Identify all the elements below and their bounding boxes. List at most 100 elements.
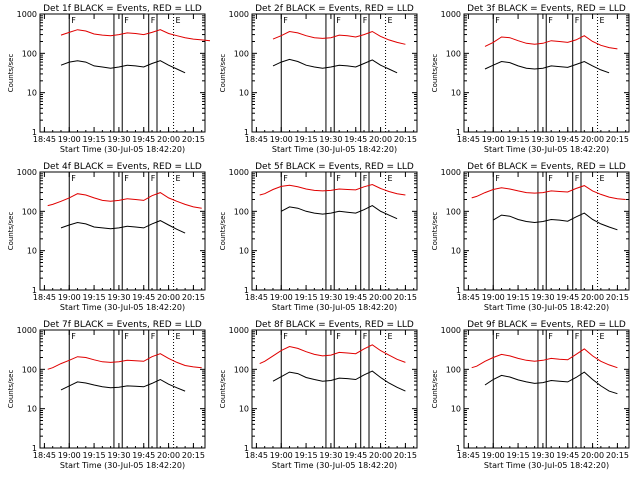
y-tick-label: 10 (27, 89, 37, 98)
x-tick-label: 19:15 (507, 451, 530, 460)
x-tick-label: 18:45 (33, 293, 56, 302)
marker-label: F (548, 174, 553, 183)
y-tick-label: 1000 (441, 10, 461, 19)
x-axis-label: Start Time (30-Jul-05 18:42:20) (484, 303, 609, 312)
marker-label: F (151, 16, 156, 25)
marker-label: F (575, 174, 580, 183)
y-tick-label: 10 (451, 247, 461, 256)
marker-label: E (600, 16, 605, 25)
y-tick-label: 1 (32, 444, 37, 453)
series-line-events (60, 378, 186, 392)
x-tick-label: 20:00 (581, 135, 604, 144)
chart-title: Det 5f BLACK = Events, RED = LLD (255, 162, 414, 172)
y-tick-label: 100 (234, 207, 249, 216)
x-tick-label: 20:15 (394, 135, 417, 144)
x-tick-label: 19:15 (507, 293, 530, 302)
series-line-lld (259, 344, 406, 365)
x-axis-label: Start Time (30-Jul-05 18:42:20) (272, 461, 397, 470)
x-tick-label: 19:30 (319, 135, 342, 144)
x-tick-label: 20:15 (394, 293, 417, 302)
marker-label: F (575, 332, 580, 341)
marker-label: F (151, 174, 156, 183)
x-tick-label: 19:15 (507, 135, 530, 144)
y-tick-label: 1000 (229, 168, 249, 177)
marker-label: F (71, 174, 76, 183)
x-tick-label: 20:00 (369, 451, 392, 460)
marker-label: F (336, 16, 341, 25)
series-line-lld (259, 183, 406, 196)
x-tick-label: 19:15 (295, 451, 318, 460)
y-tick-label: 1 (244, 286, 249, 295)
y-axis-label: Counts/sec (7, 54, 15, 93)
marker-label: E (388, 174, 393, 183)
marker-label: F (124, 16, 129, 25)
y-axis-label: Counts/sec (219, 370, 227, 409)
y-tick-label: 1 (244, 128, 249, 137)
series-line-events (60, 60, 186, 74)
x-tick-label: 18:45 (457, 293, 480, 302)
x-tick-label: 19:15 (295, 293, 318, 302)
y-tick-label: 100 (446, 365, 461, 374)
x-tick-label: 19:00 (482, 451, 505, 460)
x-tick-label: 20:00 (157, 451, 180, 460)
series-line-events (272, 370, 406, 392)
y-axis-label: Counts/sec (219, 54, 227, 93)
marker-label: F (151, 332, 156, 341)
x-tick-label: 18:45 (245, 293, 268, 302)
marker-label: F (71, 332, 76, 341)
y-tick-label: 100 (446, 207, 461, 216)
x-tick-label: 19:30 (531, 293, 554, 302)
x-tick-label: 19:45 (132, 451, 155, 460)
x-tick-label: 19:15 (83, 135, 106, 144)
y-tick-label: 100 (234, 365, 249, 374)
x-tick-label: 20:15 (182, 135, 205, 144)
series-line-lld (484, 35, 618, 50)
x-tick-label: 20:00 (581, 293, 604, 302)
y-tick-label: 1 (244, 444, 249, 453)
series-line-events (60, 220, 186, 234)
x-tick-label: 18:45 (457, 135, 480, 144)
y-tick-label: 1 (32, 286, 37, 295)
marker-label: F (363, 16, 368, 25)
x-tick-label: 19:00 (482, 135, 505, 144)
marker-label: E (176, 332, 181, 341)
marker-label: E (388, 332, 393, 341)
y-tick-label: 1000 (441, 168, 461, 177)
x-tick-label: 19:30 (531, 135, 554, 144)
x-tick-label: 20:15 (606, 293, 629, 302)
y-tick-label: 10 (27, 247, 37, 256)
y-tick-label: 10 (451, 89, 461, 98)
chart-title: Det 8f BLACK = Events, RED = LLD (255, 320, 414, 330)
x-axis-label: Start Time (30-Jul-05 18:42:20) (272, 145, 397, 154)
x-tick-label: 20:15 (394, 451, 417, 460)
chart-title: Det 7f BLACK = Events, RED = LLD (43, 320, 202, 330)
chart-title: Det 6f BLACK = Events, RED = LLD (467, 162, 626, 172)
y-axis-label: Counts/sec (219, 212, 227, 251)
y-tick-label: 1000 (17, 10, 37, 19)
y-tick-label: 10 (451, 405, 461, 414)
series-line-lld (471, 185, 626, 200)
chart-title: Det 9f BLACK = Events, RED = LLD (467, 320, 626, 330)
series-line-events (484, 60, 610, 74)
series-line-events (272, 58, 398, 74)
x-tick-label: 20:00 (369, 135, 392, 144)
x-tick-label: 18:45 (245, 451, 268, 460)
x-tick-label: 20:15 (182, 293, 205, 302)
y-tick-label: 100 (446, 49, 461, 58)
marker-label: F (495, 16, 500, 25)
x-tick-label: 19:00 (58, 293, 81, 302)
x-tick-label: 19:30 (319, 293, 342, 302)
chart-title: Det 1f BLACK = Events, RED = LLD (43, 4, 202, 14)
x-tick-label: 19:00 (58, 135, 81, 144)
x-tick-label: 18:45 (245, 135, 268, 144)
y-tick-label: 1000 (17, 326, 37, 335)
y-tick-label: 1000 (17, 168, 37, 177)
marker-label: F (363, 174, 368, 183)
marker-label: F (548, 332, 553, 341)
y-tick-label: 1 (456, 444, 461, 453)
x-tick-label: 19:00 (482, 293, 505, 302)
y-axis-label: Counts/sec (431, 212, 439, 251)
x-axis-label: Start Time (30-Jul-05 18:42:20) (60, 145, 185, 154)
